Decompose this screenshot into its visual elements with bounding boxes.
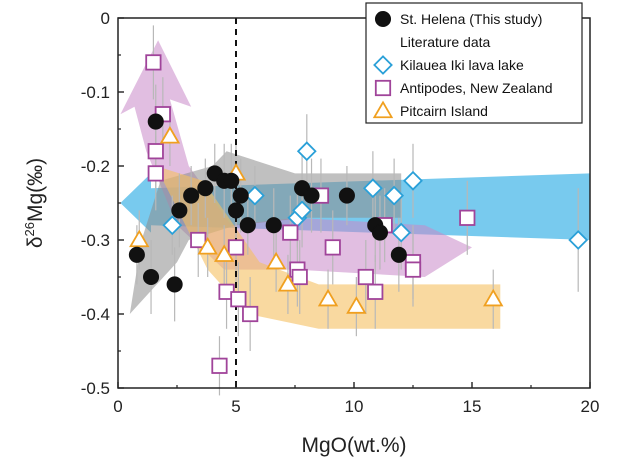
point-kilauea-iki-lava-lake-4: [296, 141, 317, 162]
legend-label-kilauea-iki-lava-lake: Kilauea Iki lava lake: [400, 57, 524, 73]
point-kilauea-iki-lava-lake-6: [384, 185, 405, 206]
legend-marker-st-helena-this-study: [374, 10, 392, 28]
point-antipodes-new-zealand-10: [282, 224, 299, 241]
point-st-helena-this-study-2: [147, 113, 164, 130]
point-antipodes-new-zealand-12: [291, 268, 308, 286]
point-kilauea-iki-lava-lake-7: [391, 222, 412, 243]
point-st-helena-this-study-19: [390, 246, 407, 263]
point-antipodes-new-zealand-20: [459, 209, 476, 226]
point-st-helena-this-study-0: [128, 246, 145, 263]
point-antipodes-new-zealand-8: [230, 291, 247, 308]
point-pitcairn-island-8: [346, 296, 367, 314]
data-points: [128, 54, 589, 374]
legend-items: St. Helena (This study) Kilauea Iki lava …: [372, 10, 553, 119]
point-antipodes-new-zealand-16: [367, 283, 384, 300]
point-antipodes-new-zealand-5: [211, 357, 228, 374]
y-tick-label-1: -0.1: [81, 83, 110, 102]
legend: St. Helena (This study) Kilauea Iki lava …: [365, 2, 583, 124]
point-pitcairn-island-0: [129, 229, 150, 248]
y-axis-title-superscript: 26: [22, 222, 37, 236]
y-tick-label-3: -0.3: [81, 231, 110, 250]
point-st-helena-this-study-18: [371, 224, 388, 241]
point-st-helena-this-study-3: [166, 276, 183, 293]
y-tick-label-2: -0.2: [81, 157, 110, 176]
point-kilauea-iki-lava-lake-0: [162, 215, 183, 236]
point-st-helena-this-study-4: [171, 202, 188, 219]
point-antipodes-new-zealand-7: [227, 239, 245, 256]
point-pitcairn-island-9: [483, 288, 504, 307]
point-pitcairn-island-7: [317, 288, 339, 307]
point-st-helena-this-study-13: [265, 217, 282, 234]
point-antipodes-new-zealand-2: [147, 165, 164, 182]
y-axis-title-suffix: Mg(‰): [24, 158, 47, 222]
point-kilauea-iki-lava-lake-8: [403, 170, 423, 191]
legend-marker-pitcairn-island: [372, 100, 394, 119]
x-tick-label-2: 10: [345, 397, 364, 416]
point-kilauea-iki-lava-lake-1: [244, 185, 265, 206]
point-antipodes-new-zealand-1: [147, 143, 164, 160]
point-pitcairn-island-5: [265, 251, 287, 270]
legend-label-antipodes-new-zealand: Antipodes, New Zealand: [400, 80, 553, 96]
legend-marker-antipodes-new-zealand: [374, 79, 392, 97]
x-tick-label-0: 0: [113, 397, 122, 416]
point-st-helena-this-study-9: [223, 172, 240, 189]
x-tick-label-4: 20: [581, 397, 600, 416]
point-st-helena-this-study-1: [142, 268, 160, 286]
point-pitcairn-island-2: [197, 236, 218, 255]
point-st-helena-this-study-16: [338, 187, 355, 204]
point-st-helena-this-study-6: [197, 180, 214, 197]
point-st-helena-this-study-12: [239, 217, 256, 234]
y-tick-label-5: -0.5: [81, 379, 110, 398]
point-antipodes-new-zealand-0: [145, 54, 162, 71]
legend-box: [365, 2, 583, 124]
point-pitcairn-island-1: [159, 125, 181, 144]
point-kilauea-iki-lava-lake-9: [568, 230, 589, 250]
legend-label-pitcairn-island: Pitcairn Island: [400, 103, 488, 119]
point-st-helena-this-study-5: [183, 187, 200, 204]
x-axis-title: MgO(wt.%): [302, 434, 407, 457]
x-tick-label-3: 15: [463, 397, 482, 416]
axis-ticks: 0 5 10 15 20 0 -0.1 -0.2 -0.3 -0.4 -0.5: [81, 9, 600, 416]
legend-label-st-helena-this-study: St. Helena (This study): [400, 11, 542, 27]
y-tick-label-0: 0: [101, 9, 110, 28]
y-axis-title: δ26Mg(‰): [22, 158, 47, 248]
y-tick-label-4: -0.4: [81, 305, 110, 324]
trend-band-pitcairn-trend: [155, 166, 501, 329]
point-antipodes-new-zealand-19: [404, 261, 422, 278]
point-antipodes-new-zealand-14: [324, 239, 341, 256]
legend-header-literature-data: Literature data: [400, 34, 490, 50]
point-st-helena-this-study-11: [232, 187, 249, 204]
point-antipodes-new-zealand-15: [357, 268, 374, 286]
y-axis-title-prefix: δ: [24, 236, 47, 248]
point-pitcairn-island-3: [213, 244, 235, 262]
point-st-helena-this-study-10: [227, 202, 245, 219]
point-antipodes-new-zealand-9: [242, 305, 259, 323]
point-kilauea-iki-lava-lake-5: [362, 178, 383, 199]
x-tick-label-1: 5: [231, 397, 240, 416]
point-pitcairn-island-6: [277, 273, 299, 292]
legend-marker-kilauea-iki-lava-lake: [373, 55, 393, 75]
point-kilauea-iki-lava-lake-3: [292, 200, 312, 221]
point-st-helena-this-study-15: [303, 187, 320, 204]
point-antipodes-new-zealand-4: [190, 231, 207, 249]
